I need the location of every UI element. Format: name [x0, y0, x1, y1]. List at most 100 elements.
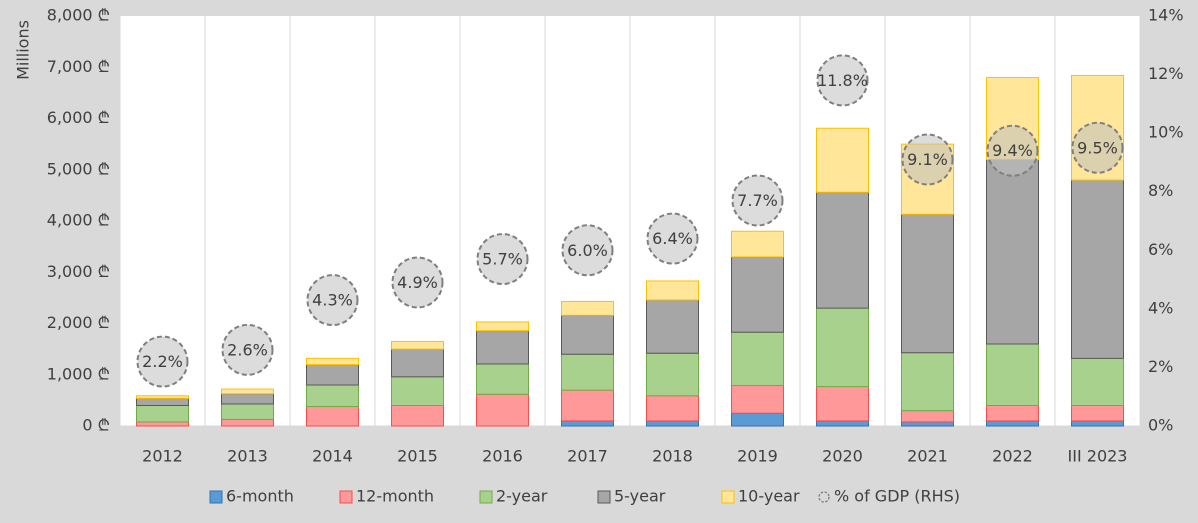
- data-label: 9.5%: [1077, 138, 1118, 157]
- x-tick-label: 2014: [312, 447, 353, 466]
- bar-segment: [306, 364, 359, 386]
- bar-segment: [731, 385, 784, 414]
- legend-marker: [818, 491, 830, 503]
- x-tick-label: 2012: [142, 447, 183, 466]
- data-label: 7.7%: [737, 191, 778, 210]
- legend-label: % of GDP (RHS): [834, 487, 960, 506]
- bar-segment: [391, 376, 444, 406]
- bar-segment: [731, 256, 784, 333]
- x-tick-label: 2016: [482, 447, 523, 466]
- y-tick-label: 1,000 ₾: [47, 364, 110, 383]
- gdp-marker: [1071, 121, 1124, 174]
- legend-marker: [721, 490, 735, 504]
- bar-segment: [986, 405, 1039, 422]
- legend-marker: [339, 490, 353, 504]
- bar-segment: [986, 159, 1039, 345]
- gdp-marker: [391, 256, 444, 309]
- y-axis-label: Millions: [14, 20, 33, 80]
- bar-segment: [646, 280, 699, 301]
- gdp-marker: [646, 212, 699, 265]
- bar-segment: [136, 405, 189, 423]
- bar-segment: [816, 127, 869, 193]
- x-tick-label: 2021: [907, 447, 948, 466]
- bar-segment: [561, 420, 614, 427]
- y-tick-label: 0 ₾: [82, 416, 110, 435]
- legend-marker: [597, 490, 611, 504]
- y2-tick-label: 14%: [1148, 6, 1184, 25]
- bar-segment: [646, 395, 699, 422]
- bar-segment: [986, 420, 1039, 427]
- bar-segment: [731, 412, 784, 427]
- bar-segment: [1071, 357, 1124, 407]
- x-tick-label: 2022: [992, 447, 1033, 466]
- x-tick-label: 2015: [397, 447, 438, 466]
- bar-segment: [646, 299, 699, 354]
- x-tick-label: 2013: [227, 447, 268, 466]
- x-tick-label: 2020: [822, 447, 863, 466]
- bar-segment: [391, 405, 444, 427]
- bar-segment: [391, 340, 444, 350]
- gdp-marker: [136, 335, 189, 388]
- x-tick-label: III 2023: [1068, 447, 1128, 466]
- y2-tick-label: 8%: [1148, 181, 1173, 200]
- y-tick-label: 7,000 ₾: [47, 57, 110, 76]
- bar-segment: [136, 395, 189, 399]
- bar-segment: [731, 331, 784, 387]
- bar-segment: [816, 307, 869, 388]
- y-tick-label: 3,000 ₾: [47, 262, 110, 281]
- data-label: 6.0%: [567, 241, 608, 260]
- bar-segment: [221, 388, 274, 395]
- bar-segment: [136, 397, 189, 407]
- gdp-marker: [221, 323, 274, 376]
- x-tick-label: 2018: [652, 447, 693, 466]
- gdp-marker: [816, 54, 869, 107]
- gdp-marker: [476, 233, 529, 286]
- legend-marker: [479, 490, 493, 504]
- bar-segment: [561, 353, 614, 391]
- data-label: 11.8%: [817, 71, 868, 90]
- legend-label: 2-year: [496, 487, 548, 506]
- data-label: 9.1%: [907, 150, 948, 169]
- data-label: 5.7%: [482, 250, 523, 269]
- gdp-marker: [306, 274, 359, 327]
- y-tick-label: 6,000 ₾: [47, 108, 110, 127]
- bar-segment: [816, 420, 869, 427]
- gdp-marker: [731, 174, 784, 227]
- bar-segment: [561, 300, 614, 316]
- bar-segment: [306, 406, 359, 427]
- y-tick-label: 8,000 ₾: [47, 6, 110, 25]
- bar-segment: [221, 403, 274, 420]
- gdp-marker: [561, 224, 614, 277]
- bar-segment: [476, 363, 529, 395]
- legend-label: 6-month: [226, 487, 294, 506]
- y-tick-label: 2,000 ₾: [47, 313, 110, 332]
- bar-segment: [306, 357, 359, 366]
- bar-segment: [1071, 179, 1124, 359]
- bar-segment: [476, 321, 529, 332]
- data-label: 4.9%: [397, 273, 438, 292]
- bar-segment: [561, 389, 614, 422]
- bar-segment: [476, 393, 529, 427]
- gdp-marker: [986, 124, 1039, 177]
- bar-segment: [1071, 405, 1124, 422]
- bar-segment: [646, 352, 699, 397]
- bar-segment: [391, 348, 444, 378]
- bar-segment: [561, 314, 614, 355]
- data-label: 6.4%: [652, 229, 693, 248]
- bar-segment: [901, 352, 954, 412]
- bar-segment: [221, 418, 274, 427]
- y2-tick-label: 6%: [1148, 240, 1173, 259]
- data-label: 2.6%: [227, 340, 268, 359]
- y-tick-label: 4,000 ₾: [47, 211, 110, 230]
- y2-tick-label: 0%: [1148, 416, 1173, 435]
- bar-segment: [901, 410, 954, 423]
- y2-tick-label: 10%: [1148, 123, 1184, 142]
- gdp-marker: [901, 133, 954, 186]
- y-tick-label: 5,000 ₾: [47, 159, 110, 178]
- bar-segment: [306, 384, 359, 408]
- bar-segment: [476, 330, 529, 365]
- y2-tick-label: 2%: [1148, 357, 1173, 376]
- bar-segment: [136, 421, 189, 427]
- bar-segment: [646, 420, 699, 427]
